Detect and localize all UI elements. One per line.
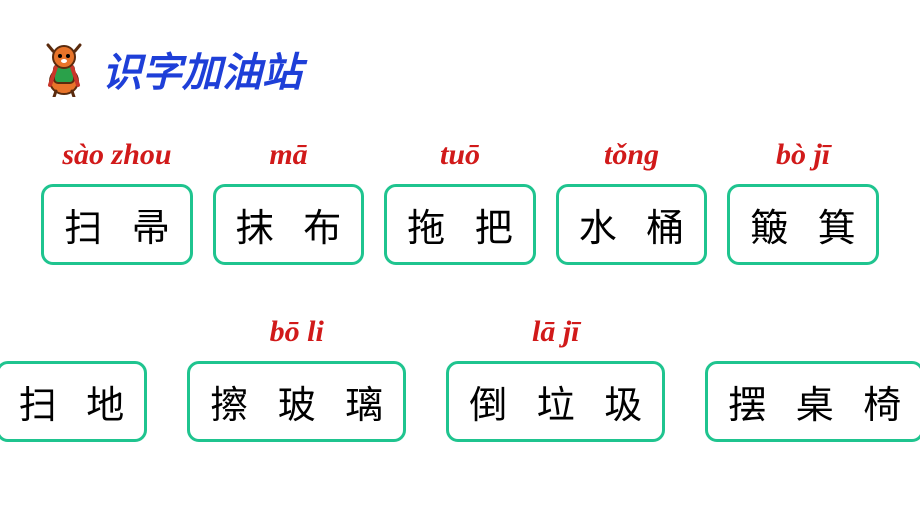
word-mabu: mā 抹 布	[213, 138, 365, 265]
pinyin-label: sào zhou	[62, 138, 171, 176]
word-baizhuoyi: 摆 桌 椅	[705, 315, 920, 442]
header: 识字加油站	[0, 0, 920, 98]
word-boji: bò jī 簸 箕	[727, 138, 879, 265]
pinyin-label: tǒng	[604, 138, 659, 176]
row-1: sào zhou 扫 帚 mā 抹 布 tuō 拖 把 tǒng 水 桶 bò …	[50, 138, 870, 265]
word-box: 扫 帚	[41, 184, 193, 265]
word-saodi: 扫 地	[0, 315, 147, 442]
word-tuoba: tuō 拖 把	[384, 138, 536, 265]
word-box: 簸 箕	[727, 184, 879, 265]
pinyin-label: tuō	[440, 138, 480, 176]
vocabulary-rows: sào zhou 扫 帚 mā 抹 布 tuō 拖 把 tǒng 水 桶 bò …	[0, 98, 920, 442]
row-2: 扫 地 bō li 擦 玻 璃 lā jī 倒 垃 圾 摆 桌 椅	[50, 315, 870, 442]
word-saozhou: sào zhou 扫 帚	[41, 138, 193, 265]
pinyin-label: bō li	[270, 315, 324, 353]
pinyin-label: bò jī	[776, 138, 830, 176]
word-caboli: bō li 擦 玻 璃	[187, 315, 406, 442]
word-box: 摆 桌 椅	[705, 361, 920, 442]
pinyin-label: mā	[269, 138, 307, 176]
mascot-icon	[36, 41, 92, 97]
word-box: 擦 玻 璃	[187, 361, 406, 442]
word-box: 扫 地	[0, 361, 147, 442]
word-shuitong: tǒng 水 桶	[556, 138, 708, 265]
word-box: 拖 把	[384, 184, 536, 265]
word-box: 倒 垃 圾	[446, 361, 665, 442]
word-box: 水 桶	[556, 184, 708, 265]
section-title: 识字加油站	[102, 40, 302, 98]
word-box: 抹 布	[213, 184, 365, 265]
word-daolaji: lā jī 倒 垃 圾	[446, 315, 665, 442]
pinyin-label: lā jī	[532, 315, 580, 353]
